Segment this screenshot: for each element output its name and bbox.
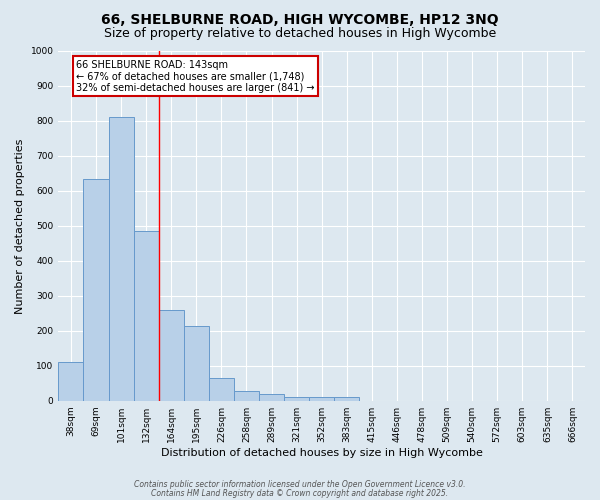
Bar <box>334 397 359 400</box>
Text: Contains public sector information licensed under the Open Government Licence v3: Contains public sector information licen… <box>134 480 466 489</box>
X-axis label: Distribution of detached houses by size in High Wycombe: Distribution of detached houses by size … <box>161 448 482 458</box>
Bar <box>83 178 109 400</box>
Bar <box>109 118 134 401</box>
Bar <box>159 310 184 400</box>
Bar <box>184 326 209 400</box>
Text: Size of property relative to detached houses in High Wycombe: Size of property relative to detached ho… <box>104 28 496 40</box>
Bar <box>58 362 83 401</box>
Bar <box>234 391 259 400</box>
Text: Contains HM Land Registry data © Crown copyright and database right 2025.: Contains HM Land Registry data © Crown c… <box>151 488 449 498</box>
Text: 66 SHELBURNE ROAD: 143sqm
← 67% of detached houses are smaller (1,748)
32% of se: 66 SHELBURNE ROAD: 143sqm ← 67% of detac… <box>76 60 314 93</box>
Text: 66, SHELBURNE ROAD, HIGH WYCOMBE, HP12 3NQ: 66, SHELBURNE ROAD, HIGH WYCOMBE, HP12 3… <box>101 12 499 26</box>
Bar <box>134 231 159 400</box>
Bar <box>259 394 284 400</box>
Bar <box>309 397 334 400</box>
Bar <box>284 396 309 400</box>
Y-axis label: Number of detached properties: Number of detached properties <box>15 138 25 314</box>
Bar <box>209 378 234 400</box>
